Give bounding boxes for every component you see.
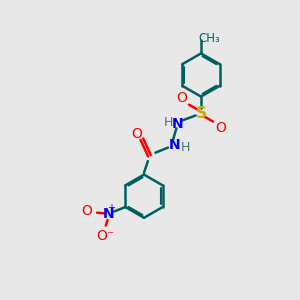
Text: O: O: [215, 121, 226, 135]
Text: S: S: [196, 106, 206, 121]
Text: O: O: [131, 127, 142, 141]
Text: N: N: [172, 117, 184, 130]
Text: H: H: [164, 116, 174, 129]
Text: N: N: [103, 208, 115, 221]
Text: CH₃: CH₃: [199, 32, 220, 45]
Text: +: +: [107, 203, 115, 213]
Text: O⁻: O⁻: [96, 230, 114, 243]
Text: H: H: [181, 141, 190, 154]
Text: N: N: [169, 138, 180, 152]
Text: O: O: [176, 91, 187, 105]
Text: O: O: [82, 205, 92, 218]
